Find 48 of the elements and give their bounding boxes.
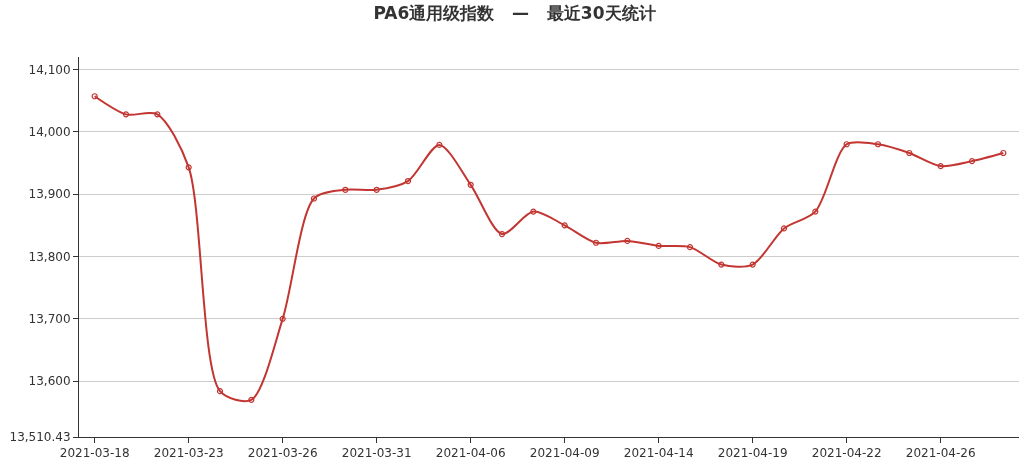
point: [843, 141, 850, 148]
x-tick-label: 2021-04-14: [623, 446, 694, 461]
point: [467, 181, 474, 188]
chart-title: PA6通用级指数 — 最近30天统计: [373, 2, 656, 23]
y-tick-label: 13,510.43: [9, 430, 71, 445]
point: [592, 239, 600, 246]
point: [655, 242, 662, 249]
point: [530, 208, 537, 215]
point: [906, 149, 913, 157]
point: [937, 162, 944, 170]
point: [122, 111, 130, 118]
x-tick-label: 2021-03-26: [247, 446, 318, 461]
point: [310, 195, 318, 202]
point: [91, 93, 98, 100]
point: [624, 237, 631, 244]
point: [404, 177, 412, 185]
point: [686, 244, 694, 251]
x-tick-label: 2021-03-23: [153, 446, 224, 461]
x-tick-label: 2021-04-22: [811, 446, 882, 461]
y-tick-label: 13,600: [28, 374, 71, 389]
point: [279, 315, 286, 322]
point: [749, 261, 756, 268]
point: [154, 111, 161, 118]
point: [498, 230, 506, 238]
point: [874, 141, 882, 148]
point: [342, 186, 349, 193]
x-tick-label: 2021-04-09: [529, 446, 600, 461]
x-tick-label: 2021-04-19: [717, 446, 788, 461]
point: [812, 208, 819, 215]
y-tick-label: 14,000: [28, 125, 71, 140]
point: [185, 164, 192, 171]
point: [561, 222, 568, 229]
x-tick-label: 2021-04-26: [905, 446, 976, 461]
y-tick-label: 14,100: [28, 62, 71, 77]
point: [216, 388, 224, 395]
x-tick-label: 2021-03-18: [59, 446, 130, 461]
point: [1000, 149, 1007, 157]
y-tick-label: 13,900: [28, 187, 71, 202]
point: [373, 186, 380, 193]
point: [968, 158, 976, 165]
x-tick-label: 2021-03-31: [341, 446, 412, 461]
y-tick-label: 13,700: [28, 312, 71, 327]
point: [718, 261, 725, 268]
point: [436, 141, 443, 148]
x-tick-label: 2021-04-06: [435, 446, 506, 461]
y-tick-label: 13,800: [28, 249, 71, 264]
point: [780, 225, 788, 232]
point: [248, 396, 255, 403]
